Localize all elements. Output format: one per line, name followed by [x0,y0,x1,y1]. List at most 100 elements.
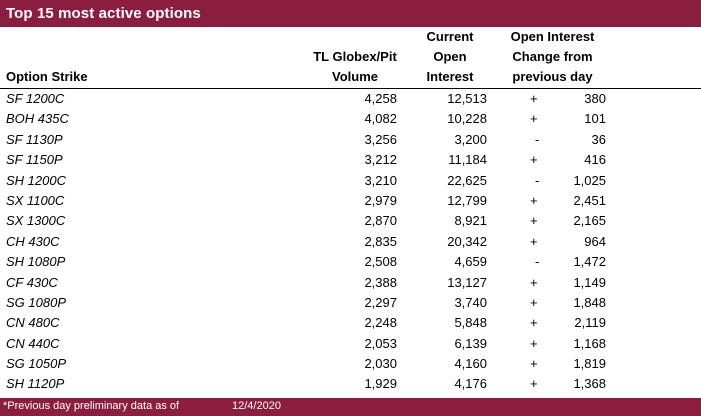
table-row: CF 430C 2,388 13,127 +1,149 [0,273,701,293]
change-value-cell: 1,168 [573,335,606,351]
volume-cell: 3,256 [364,131,397,147]
open-interest-cell: 5,848 [454,315,487,331]
change-sign-cell: + [530,213,538,229]
change-sign-cell: + [530,376,538,392]
change-value-cell: 36 [591,131,606,147]
change-sign-cell: + [530,274,538,290]
volume-cell: 2,248 [364,315,397,331]
table-row: SF 1150P 3,212 11,184 +416 [0,150,701,170]
change-sign-cell: + [530,111,538,127]
header-chg-line2: Change from [512,49,593,64]
header-chg-line1: Open Interest [510,29,595,44]
option-strike-cell: CN 480C [6,315,60,331]
header-volume-line2: Volume [332,69,378,84]
table-row: BOH 435C 4,082 10,228 +101 [0,109,701,129]
change-value-cell: 2,119 [574,315,606,331]
change-sign-cell: + [530,294,538,310]
change-sign-cell: + [530,315,538,331]
table-row: CN 440C 2,053 6,139 +1,168 [0,334,701,354]
table-row: CH 430C 2,835 20,342 +964 [0,232,701,252]
option-strike-cell: SG 1080P [6,294,66,310]
table-row: SH 1200C 3,210 22,625 - 1,025 [0,171,701,191]
change-sign-cell: + [530,233,538,249]
volume-cell: 2,508 [364,254,397,270]
table-title: Top 15 most active options [6,5,201,22]
option-strike-cell: SX 1100C [6,192,65,208]
open-interest-cell: 3,200 [454,131,487,147]
change-sign-cell: - [535,131,540,147]
header-option-strike: Option Strike [6,67,88,87]
open-interest-cell: 4,160 [454,356,487,372]
header-oi-line2: Open [433,49,467,64]
change-value-cell: 101 [584,111,606,127]
option-strike-cell: SX 1300C [6,213,66,229]
change-value-cell: 380 [584,91,606,106]
table-row: SX 1300C 2,870 8,921 +2,165 [0,211,701,231]
change-value-cell: 1,819 [573,356,606,372]
header-volume: TL Globex/Pit Volume [295,47,415,87]
change-value-cell: 964 [584,233,606,249]
header-chg-line3: previous day [512,69,593,84]
change-sign-cell: + [530,356,538,372]
open-interest-cell: 4,176 [454,376,487,392]
open-interest-cell: 22,625 [447,172,487,188]
volume-cell: 3,210 [364,172,397,188]
table-row: SF 1130P 3,256 3,200 - 36 [0,130,701,150]
change-sign-cell: + [530,91,538,106]
header-open-interest: Current Open Interest [405,27,495,87]
volume-cell: 1,929 [364,376,397,392]
table-row: SH 1080P 2,508 4,659 - 1,472 [0,252,701,272]
header-volume-line1: TL Globex/Pit [313,49,397,64]
table-row: SH 1120P 1,929 4,176 +1,368 [0,374,701,394]
option-strike-cell: CN 440C [6,335,60,351]
option-strike-cell: SF 1150P [6,152,63,168]
volume-cell: 2,053 [364,335,397,351]
table-row: SF 1200C 4,258 12,513 +380 [0,89,701,109]
open-interest-cell: 12,799 [447,192,487,208]
open-interest-cell: 3,740 [454,294,487,310]
volume-cell: 2,979 [364,192,397,208]
open-interest-cell: 6,139 [454,335,487,351]
option-strike-cell: SF 1200C [6,91,65,106]
volume-cell: 3,212 [364,152,397,168]
open-interest-cell: 20,342 [447,233,487,249]
open-interest-cell: 12,513 [447,91,487,106]
footer-date: 12/4/2020 [232,400,281,412]
volume-cell: 2,835 [364,233,397,249]
volume-cell: 2,388 [364,274,397,290]
change-value-cell: 1,472 [573,254,606,270]
change-value-cell: 1,368 [573,376,606,392]
header-option-strike-label: Option Strike [6,69,88,84]
table-body: SF 1200C 4,258 12,513 +380 BOH 435C 4,082 10,2… [0,89,701,395]
volume-cell: 2,870 [364,213,397,229]
footer-bar: *Previous day preliminary data as of 12/… [0,398,701,416]
open-interest-cell: 8,921 [454,213,487,229]
volume-cell: 2,297 [364,294,397,310]
option-strike-cell: BOH 435C [6,111,69,127]
footer-note: *Previous day preliminary data as of [3,400,180,412]
header-oi-line3: Interest [426,69,474,84]
volume-cell: 4,258 [364,91,397,106]
table-row: SX 1100C 2,979 12,799 +2,451 [0,191,701,211]
change-value-cell: 1,025 [573,172,606,188]
open-interest-cell: 4,659 [454,254,487,270]
open-interest-cell: 11,184 [448,152,487,168]
table-row: SG 1050P 2,030 4,160 +1,819 [0,354,701,374]
header-oi-change: Open Interest Change from previous day [480,27,625,87]
volume-cell: 4,082 [364,111,397,127]
option-strike-cell: SH 1120P [6,376,65,392]
header-divider [0,88,701,89]
change-value-cell: 416 [584,152,606,168]
open-interest-cell: 10,228 [447,111,487,127]
change-sign-cell: - [535,254,540,270]
header-oi-line1: Current [426,29,474,44]
change-value-cell: 2,451 [573,192,606,208]
option-strike-cell: SG 1050P [6,356,66,372]
change-sign-cell: + [530,335,538,351]
option-strike-cell: SF 1130P [6,131,63,147]
option-strike-cell: SH 1200C [6,172,66,188]
change-sign-cell: + [530,152,538,168]
change-sign-cell: - [535,172,540,188]
table-row: CN 480C 2,248 5,848 +2,119 [0,313,701,333]
change-sign-cell: + [530,192,538,208]
